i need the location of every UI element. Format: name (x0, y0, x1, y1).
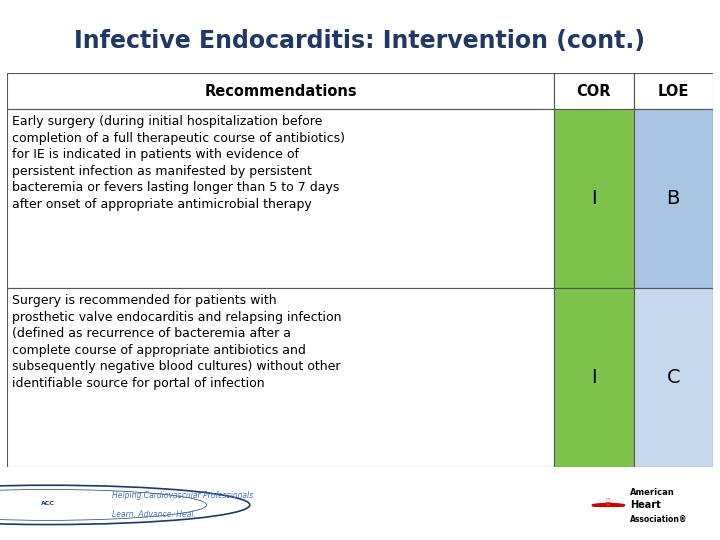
Bar (554, 109, 634, 288)
Text: Recommendations: Recommendations (204, 84, 357, 98)
Bar (634, 109, 713, 288)
Text: Helping Cardiovascular Professionals: Helping Cardiovascular Professionals (112, 491, 253, 500)
Text: I: I (591, 189, 597, 208)
Text: C: C (667, 368, 680, 387)
Bar (7, 73, 554, 109)
Bar (7, 109, 554, 288)
Text: Learn. Advance. Heal.: Learn. Advance. Heal. (112, 510, 195, 518)
Text: Infective Endocarditis: Intervention (cont.): Infective Endocarditis: Intervention (co… (74, 29, 646, 53)
Bar (554, 73, 634, 109)
Text: COR: COR (577, 84, 611, 98)
Text: Early surgery (during initial hospitalization before
completion of a full therap: Early surgery (during initial hospitaliz… (12, 115, 345, 211)
Text: Heart: Heart (630, 500, 661, 510)
Text: ACC: ACC (41, 501, 55, 506)
Bar (634, 73, 713, 109)
Text: LOE: LOE (657, 84, 689, 98)
Text: 🕯: 🕯 (606, 497, 610, 504)
Bar (7, 288, 554, 467)
Text: Association®: Association® (630, 515, 688, 523)
Bar (634, 288, 713, 467)
Text: Surgery is recommended for patients with
prosthetic valve endocarditis and relap: Surgery is recommended for patients with… (12, 294, 342, 390)
Bar (554, 288, 634, 467)
Text: I: I (591, 368, 597, 387)
Polygon shape (593, 503, 624, 506)
Text: American: American (630, 488, 675, 497)
Text: B: B (667, 189, 680, 208)
